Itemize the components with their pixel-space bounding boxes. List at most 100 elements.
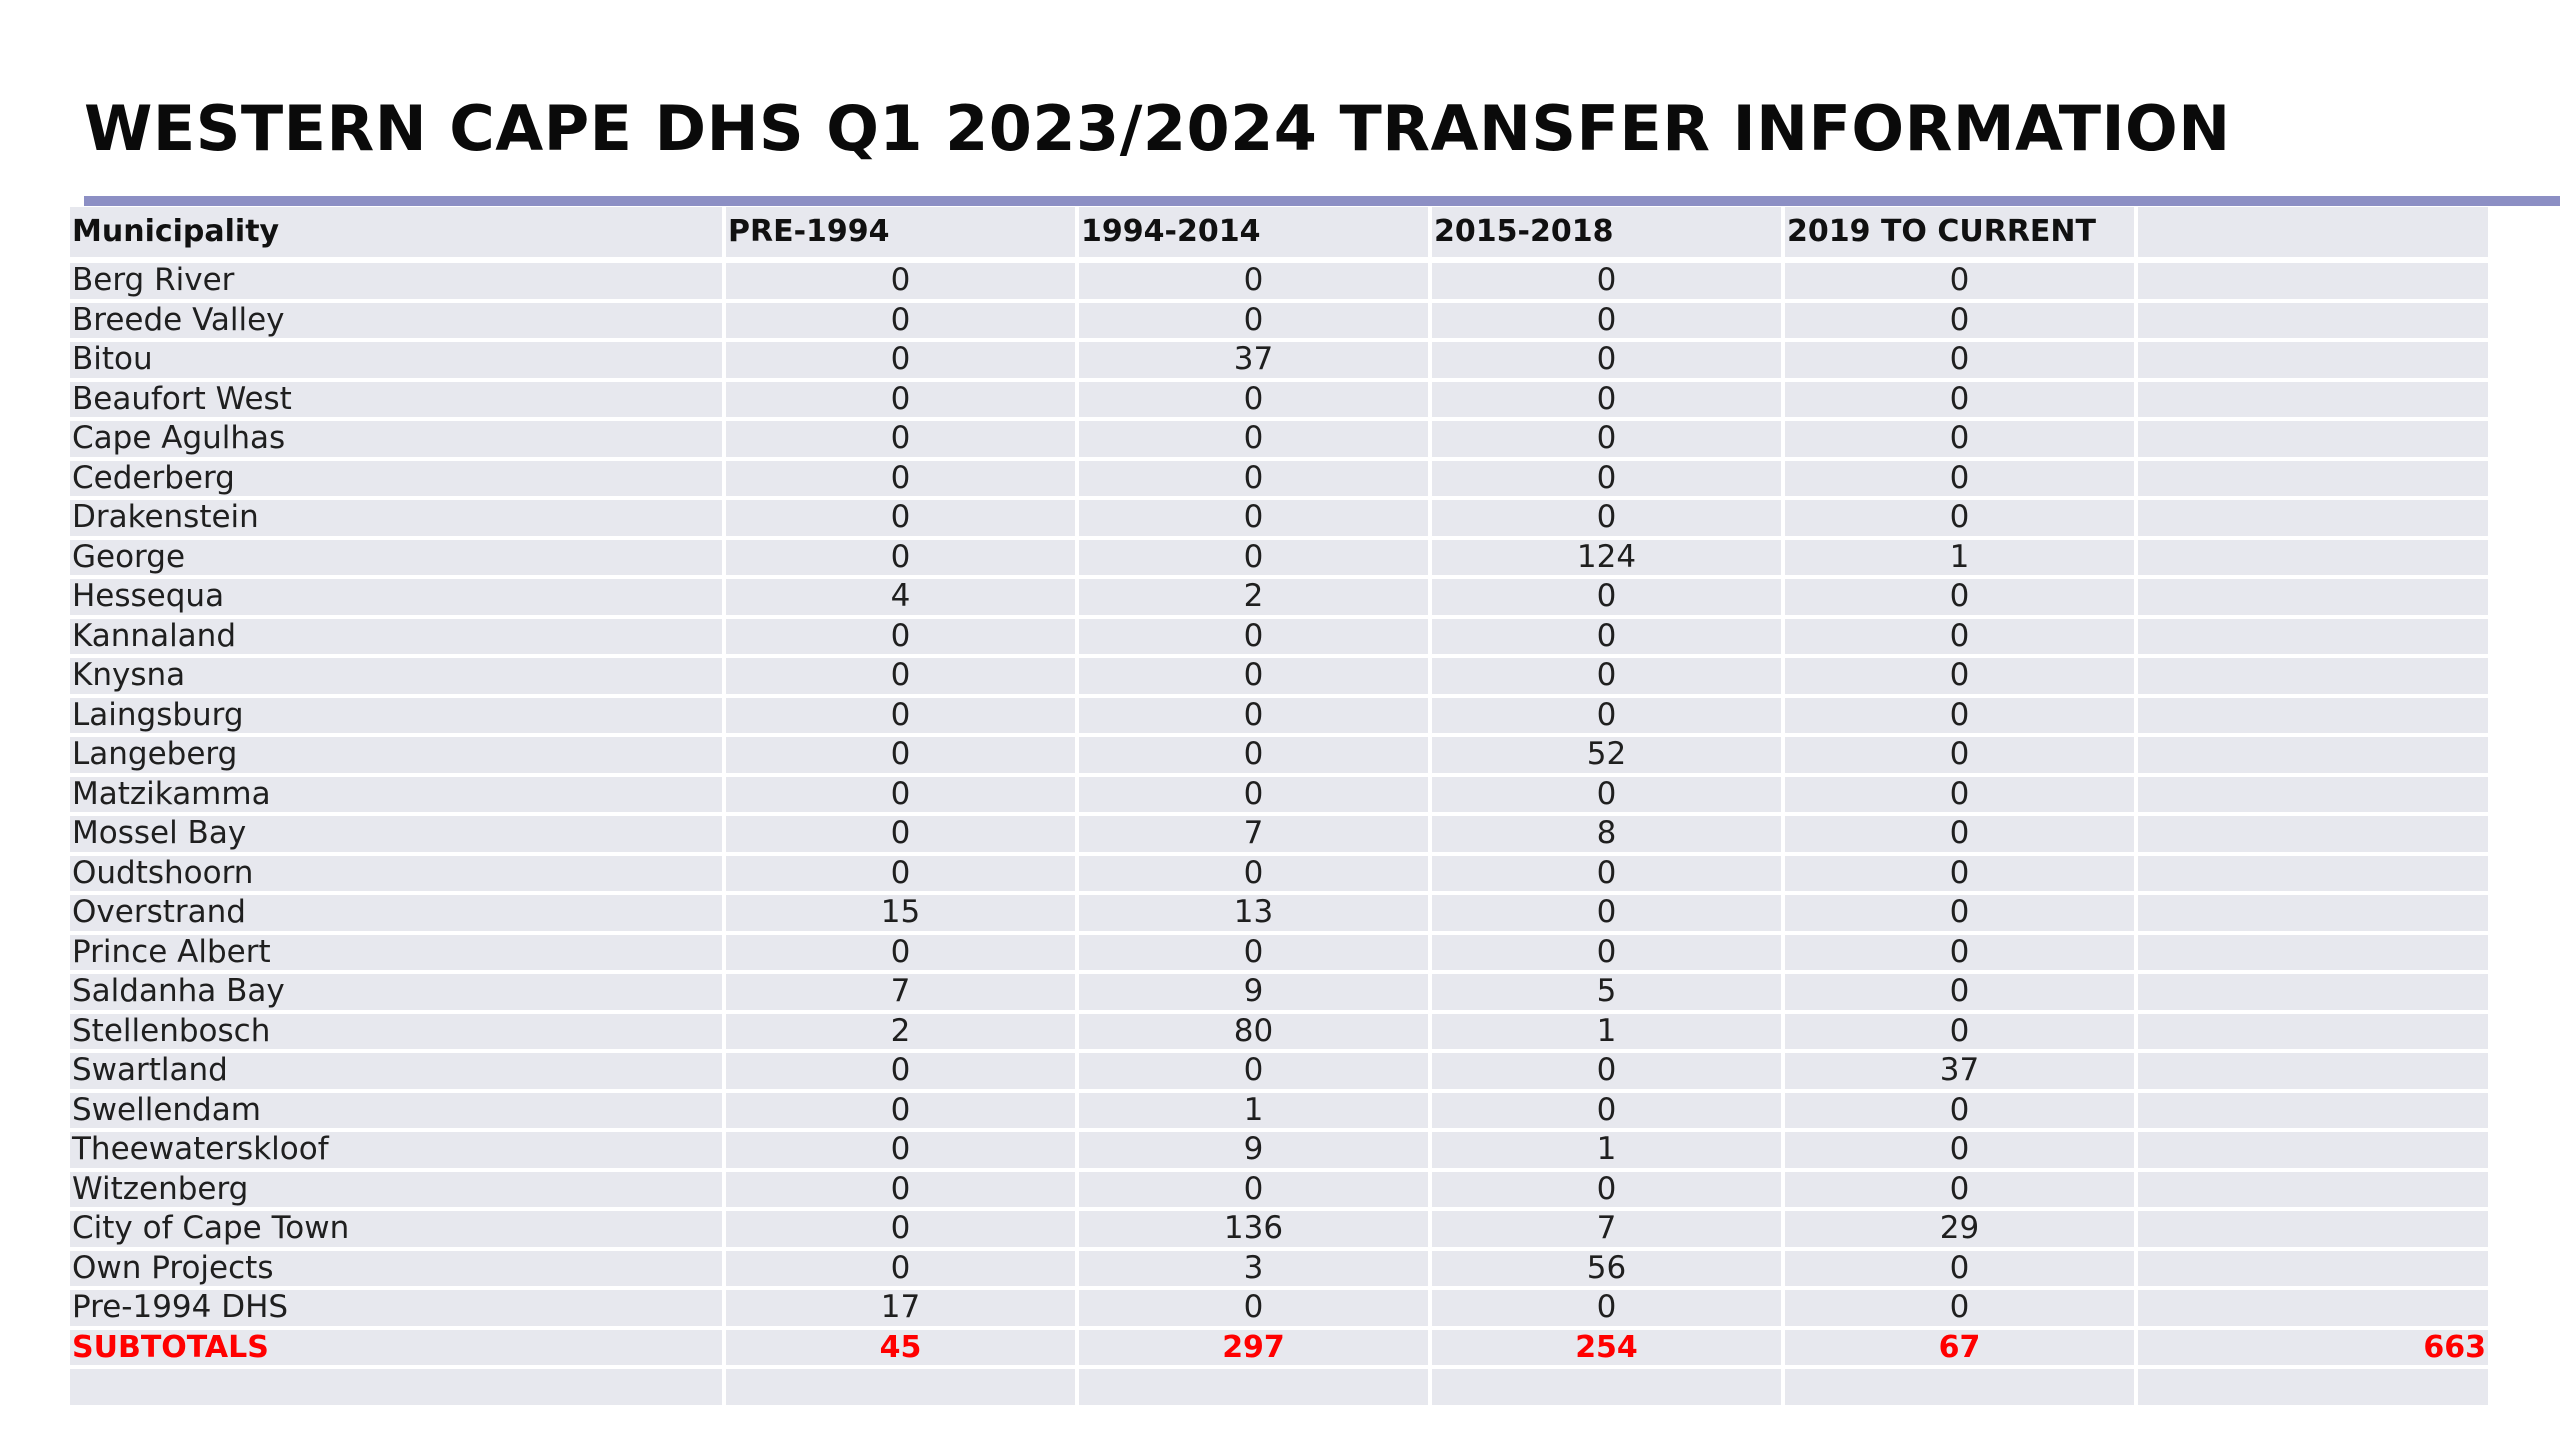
cell-pre-1994: 0 [724,379,1079,421]
cell-2019-to-current: 0 [1783,498,2138,540]
table-row: Stellenbosch 2 80 1 0 [70,1011,2488,1053]
cell-total [2136,893,2488,935]
table-row: Oudtshoorn 0 0 0 0 [70,853,2488,895]
cell-pre-1994: 0 [724,1169,1079,1211]
empty-cell [1077,1367,1432,1409]
cell-total [2136,1288,2488,1330]
cell-2019-to-current: 0 [1783,932,2138,974]
cell-total [2136,498,2488,540]
cell-pre-1994: 4 [724,577,1079,619]
municipality-name: Bitou [70,340,726,382]
municipality-name: Swartland [70,1051,726,1093]
cell-total [2136,853,2488,895]
table-row: Swartland 0 0 0 37 [70,1051,2488,1093]
cell-total [2136,1090,2488,1132]
cell-pre-1994: 0 [724,1090,1079,1132]
cell-2019-to-current: 0 [1783,1288,2138,1330]
table-row: Witzenberg 0 0 0 0 [70,1169,2488,1211]
cell-total [2136,1011,2488,1053]
municipality-name: Mossel Bay [70,814,726,856]
cell-pre-1994: 15 [724,893,1079,935]
cell-2015-2018: 1 [1430,1130,1785,1172]
cell-total [2136,735,2488,777]
municipality-name: Hessequa [70,577,726,619]
municipality-name: Own Projects [70,1248,726,1290]
empty-cell [724,1367,1079,1409]
cell-2015-2018: 7 [1430,1209,1785,1251]
table-header-row: Municipality PRE-1994 1994-2014 2015-201… [70,207,2488,263]
municipality-name: Matzikamma [70,774,726,816]
cell-2015-2018: 0 [1430,458,1785,500]
table-row: Bitou 0 37 0 0 [70,340,2488,382]
cell-2015-2018: 0 [1430,695,1785,737]
municipality-name: Knysna [70,656,726,698]
cell-2019-to-current: 29 [1783,1209,2138,1251]
cell-2019-to-current: 0 [1783,1248,2138,1290]
cell-2015-2018: 0 [1430,379,1785,421]
municipality-name: Cederberg [70,458,726,500]
empty-row [70,1367,2488,1409]
cell-1994-2014: 0 [1077,774,1432,816]
table-row: Saldanha Bay 7 9 5 0 [70,972,2488,1014]
cell-1994-2014: 0 [1077,695,1432,737]
cell-pre-1994: 0 [724,1130,1079,1172]
cell-total [2136,458,2488,500]
cell-pre-1994: 0 [724,340,1079,382]
cell-2015-2018: 0 [1430,1288,1785,1330]
header-total [2136,207,2488,263]
cell-total [2136,1130,2488,1172]
cell-pre-1994: 0 [724,695,1079,737]
cell-2019-to-current: 0 [1783,1011,2138,1053]
subtotal-label: SUBTOTALS [70,1327,726,1369]
cell-2019-to-current: 0 [1783,616,2138,658]
cell-1994-2014: 9 [1077,1130,1432,1172]
cell-pre-1994: 0 [724,300,1079,342]
cell-1994-2014: 2 [1077,577,1432,619]
empty-cell [70,1367,726,1409]
cell-pre-1994: 0 [724,932,1079,974]
cell-2019-to-current: 37 [1783,1051,2138,1093]
municipality-name: City of Cape Town [70,1209,726,1251]
cell-pre-1994: 0 [724,616,1079,658]
cell-total [2136,1248,2488,1290]
empty-cell [2136,1367,2488,1409]
municipality-name: Oudtshoorn [70,853,726,895]
table-row: Breede Valley 0 0 0 0 [70,300,2488,342]
title-underline [84,196,2560,206]
cell-2019-to-current: 0 [1783,260,2138,303]
empty-cell [1430,1367,1785,1409]
table-row: Pre-1994 DHS 17 0 0 0 [70,1288,2488,1330]
municipality-name: George [70,537,726,579]
table-row: George 0 0 124 1 [70,537,2488,579]
cell-2015-2018: 0 [1430,656,1785,698]
subtotal-2015-2018: 254 [1430,1327,1785,1369]
cell-total [2136,814,2488,856]
municipality-name: Breede Valley [70,300,726,342]
cell-1994-2014: 0 [1077,498,1432,540]
cell-1994-2014: 0 [1077,853,1432,895]
table-row: Drakenstein 0 0 0 0 [70,498,2488,540]
municipality-name: Drakenstein [70,498,726,540]
header-pre-1994: PRE-1994 [724,207,1079,263]
cell-pre-1994: 0 [724,774,1079,816]
cell-2019-to-current: 0 [1783,458,2138,500]
table-row: Mossel Bay 0 7 8 0 [70,814,2488,856]
cell-pre-1994: 0 [724,814,1079,856]
cell-total [2136,1209,2488,1251]
cell-1994-2014: 37 [1077,340,1432,382]
transfer-table: Municipality PRE-1994 1994-2014 2015-201… [70,207,2488,1409]
table-row: Langeberg 0 0 52 0 [70,735,2488,777]
cell-2019-to-current: 0 [1783,972,2138,1014]
cell-2015-2018: 0 [1430,1169,1785,1211]
cell-pre-1994: 0 [724,1248,1079,1290]
header-municipality: Municipality [70,207,726,263]
municipality-name: Prince Albert [70,932,726,974]
municipality-name: Overstrand [70,893,726,935]
subtotal-grand-total: 663 [2136,1327,2488,1369]
cell-total [2136,932,2488,974]
cell-pre-1994: 0 [724,260,1079,303]
cell-2015-2018: 0 [1430,260,1785,303]
subtotal-row: SUBTOTALS 45 297 254 67 663 [70,1327,2488,1369]
cell-pre-1994: 2 [724,1011,1079,1053]
table-row: Hessequa 4 2 0 0 [70,577,2488,619]
